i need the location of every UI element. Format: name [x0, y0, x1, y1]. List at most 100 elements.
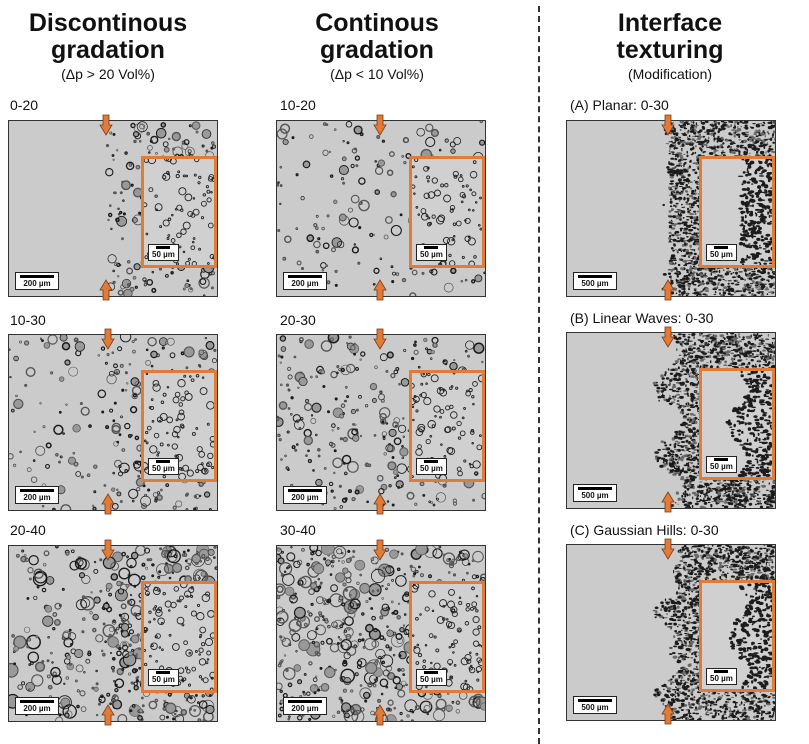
magnified-inset: 50 µm [409, 581, 485, 693]
interface-arrow-down-icon [373, 328, 387, 350]
scale-bar: 200 µm [15, 272, 59, 290]
interface-arrow-down-icon [101, 539, 115, 561]
inset-scale-bar: 50 µm [706, 244, 737, 261]
panel-label: (B) Linear Waves: 0-30 [570, 310, 714, 326]
inset-scale-bar-line [156, 246, 171, 249]
column-subtitle-discontinuous: (Δp > 20 Vol%) [61, 66, 155, 82]
interface-arrow-up-icon [661, 491, 675, 513]
scale-bar-line [288, 489, 322, 492]
inset-scale-bar: 50 µm [706, 668, 737, 685]
panel-label: (A) Planar: 0-30 [570, 97, 669, 113]
inset-scale-bar-label: 50 µm [152, 675, 175, 684]
interface-arrow-up-icon [373, 704, 387, 726]
magnified-inset: 50 µm [699, 580, 775, 692]
inset-scale-bar-line [714, 246, 729, 249]
column-subtitle-interface: (Modification) [627, 66, 713, 82]
inset-scale-bar-label: 50 µm [710, 250, 733, 259]
magnified-inset: 50 µm [141, 156, 217, 268]
scale-bar-label: 200 µm [291, 279, 319, 288]
inset-scale-bar-label: 50 µm [420, 250, 443, 259]
inset-scale-bar: 50 µm [148, 458, 179, 475]
inset-scale-bar: 50 µm [148, 244, 179, 261]
inset-scale-bar: 50 µm [416, 244, 447, 261]
panel-label: (C) Gaussian Hills: 0-30 [570, 522, 719, 538]
column-title-line2: texturing [616, 36, 724, 64]
micrograph-panel: 500 µm 50 µm [566, 332, 776, 509]
inset-scale-bar-label: 50 µm [152, 250, 175, 259]
column-title-line2: gradation [320, 36, 434, 64]
interface-arrow-down-icon [373, 114, 387, 136]
scale-bar-label: 200 µm [23, 704, 51, 713]
interface-arrow-up-icon [101, 704, 115, 726]
scale-bar-line [20, 700, 54, 703]
interface-arrow-up-icon [373, 493, 387, 515]
magnified-inset: 50 µm [409, 156, 485, 268]
magnified-inset: 50 µm [699, 156, 775, 268]
inset-scale-bar: 50 µm [416, 669, 447, 686]
panel-label: 10-30 [10, 312, 46, 328]
panel-label: 10-20 [280, 97, 316, 113]
column-title-discontinuous: Discontinous gradation [0, 10, 216, 64]
scale-bar-line [578, 699, 612, 702]
inset-scale-bar-label: 50 µm [420, 675, 443, 684]
scale-bar-label: 500 µm [581, 491, 609, 500]
interface-arrow-up-icon [661, 279, 675, 301]
magnified-inset: 50 µm [141, 370, 217, 482]
scale-bar-line [288, 275, 322, 278]
micrograph-panel: 500 µm 50 µm [566, 544, 776, 721]
scale-bar-line [20, 275, 54, 278]
inset-scale-bar-label: 50 µm [710, 674, 733, 683]
micrograph-panel: 200 µm 50 µm [8, 545, 218, 722]
scale-bar-label: 500 µm [581, 279, 609, 288]
inset-scale-bar-line [156, 460, 171, 463]
scale-bar-label: 200 µm [291, 493, 319, 502]
column-subtitle-continuous: (Δp < 10 Vol%) [330, 66, 424, 82]
micrograph-panel: 200 µm 50 µm [8, 334, 218, 511]
inset-scale-bar-line [424, 246, 439, 249]
inset-scale-bar-line [424, 460, 439, 463]
inset-scale-bar-label: 50 µm [152, 464, 175, 473]
interface-arrow-up-icon [661, 703, 675, 725]
scale-bar: 200 µm [283, 697, 327, 715]
scale-bar: 500 µm [573, 484, 617, 502]
inset-scale-bar-line [424, 671, 439, 674]
micrograph-panel: 200 µm 50 µm [276, 334, 486, 511]
scale-bar: 500 µm [573, 272, 617, 290]
panel-label: 30-40 [280, 522, 316, 538]
scale-bar-line [578, 487, 612, 490]
column-title-line2: gradation [51, 36, 165, 64]
interface-arrow-down-icon [661, 538, 675, 560]
interface-arrow-down-icon [101, 328, 115, 350]
panel-label: 0-20 [10, 97, 39, 113]
magnified-inset: 50 µm [141, 581, 217, 693]
column-title-line1: Discontinous [28, 9, 188, 37]
scale-bar-label: 200 µm [23, 279, 51, 288]
panel-label: 20-30 [280, 312, 316, 328]
interface-arrow-up-icon [99, 279, 113, 301]
inset-scale-bar: 50 µm [706, 456, 737, 473]
column-divider [538, 6, 540, 744]
micrograph-panel: 500 µm 50 µm [566, 120, 776, 297]
interface-arrow-down-icon [661, 114, 675, 136]
scale-bar: 200 µm [15, 486, 59, 504]
micrograph-panel: 200 µm 50 µm [276, 545, 486, 722]
scale-bar-line [288, 700, 322, 703]
scale-bar-label: 200 µm [23, 493, 51, 502]
scale-bar-label: 200 µm [291, 704, 319, 713]
column-title-interface: Interface texturing [565, 10, 775, 64]
column-title-line1: Continous [315, 9, 439, 37]
scale-bar-line [578, 275, 612, 278]
interface-arrow-down-icon [99, 114, 113, 136]
inset-scale-bar: 50 µm [416, 458, 447, 475]
scale-bar: 200 µm [283, 272, 327, 290]
micrograph-panel: 200 µm 50 µm [8, 120, 218, 297]
column-title-continuous: Continous gradation [270, 10, 484, 64]
magnified-inset: 50 µm [699, 368, 775, 480]
interface-arrow-up-icon [101, 493, 115, 515]
interface-arrow-down-icon [661, 326, 675, 348]
inset-scale-bar-label: 50 µm [710, 462, 733, 471]
interface-arrow-up-icon [373, 279, 387, 301]
scale-bar: 200 µm [283, 486, 327, 504]
scale-bar-line [20, 489, 54, 492]
micrograph-panel: 200 µm 50 µm [276, 120, 486, 297]
